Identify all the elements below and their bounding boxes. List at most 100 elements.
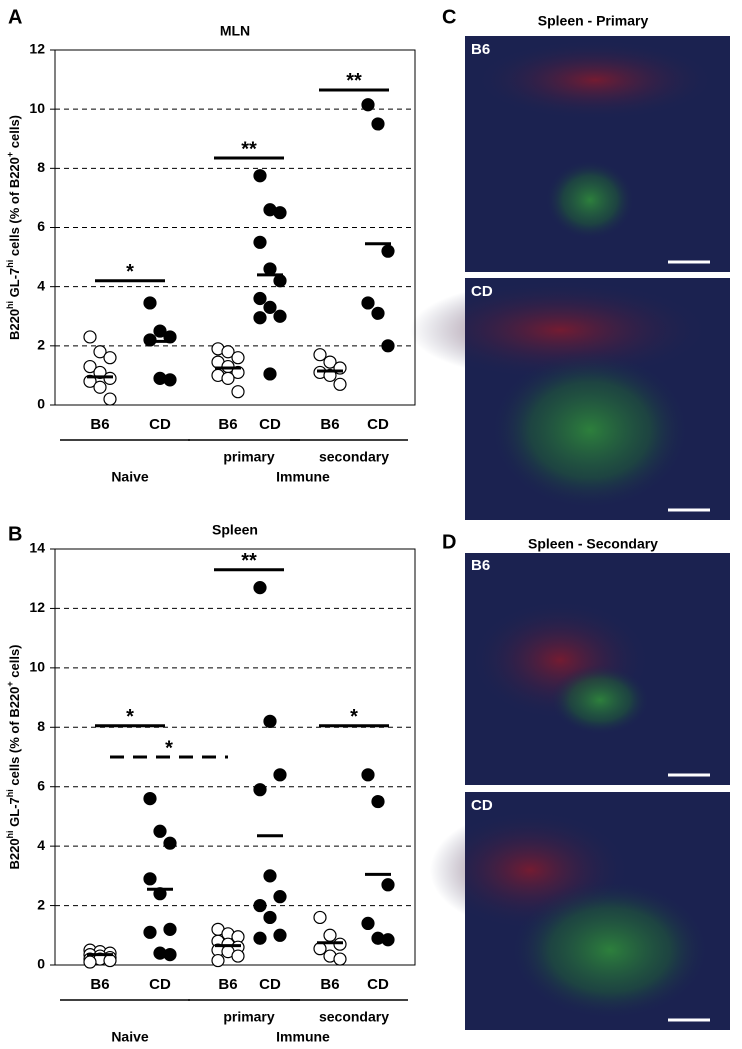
data-point [313, 348, 327, 362]
data-point [323, 355, 337, 369]
data-point [371, 306, 385, 320]
group-label: secondary [319, 449, 389, 465]
y-axis-label-part: B220 [7, 838, 22, 869]
y-tick-label: 8 [37, 718, 45, 734]
y-tick-label: 12 [29, 41, 45, 57]
data-point [273, 928, 287, 942]
x-tick-label: B6 [90, 416, 109, 433]
micrograph [465, 36, 730, 272]
y-tick-label: 8 [37, 159, 45, 175]
data-point [253, 235, 267, 249]
panel-label: D [442, 531, 456, 553]
y-axis-label-part: cells) [7, 115, 22, 152]
data-point [153, 324, 167, 338]
group-label: primary [223, 1009, 275, 1025]
data-point [333, 952, 347, 966]
data-point [231, 385, 245, 399]
plot-frame [54, 548, 416, 966]
data-point [83, 359, 97, 374]
data-point [253, 931, 267, 945]
data-point [313, 942, 327, 956]
data-point [263, 262, 277, 276]
data-point [143, 872, 157, 886]
y-tick-label: 2 [37, 337, 45, 353]
data-point [381, 244, 395, 258]
y-axis-label-part: GL-7 [7, 268, 22, 301]
y-tick-label: 10 [29, 100, 45, 116]
data-point [361, 98, 375, 112]
data-point [221, 371, 235, 385]
data-point [263, 869, 277, 883]
y-axis-label-part: + [5, 681, 15, 686]
y-tick-label: 6 [37, 218, 45, 234]
data-point [323, 928, 337, 942]
data-point [381, 878, 395, 892]
x-tick-label: CD [149, 976, 171, 993]
y-axis-label-part: hi [5, 260, 15, 268]
y-axis-label-part: hi [5, 789, 15, 797]
data-point [103, 392, 117, 406]
micrograph [430, 792, 730, 1030]
y-tick-label: 0 [37, 956, 45, 972]
y-axis-label: B220hi GL-7hi cells (% of B220+ cells) [5, 644, 22, 869]
y-axis-label-part: GL-7 [7, 797, 22, 830]
x-tick-label: CD [367, 416, 389, 433]
significance-label: ** [346, 70, 362, 92]
data-point [381, 933, 395, 947]
data-point [143, 296, 157, 310]
y-tick-label: 2 [37, 896, 45, 912]
data-point [163, 373, 177, 387]
y-tick-label: 14 [29, 540, 45, 556]
data-point [253, 898, 267, 913]
y-axis-label-part: + [5, 152, 15, 157]
data-point [263, 300, 277, 314]
data-point [253, 783, 267, 797]
plot-frame [54, 49, 416, 406]
chart-title: MLN [220, 23, 250, 39]
y-axis-label-part: hi [5, 301, 15, 309]
x-tick-label: CD [259, 976, 281, 993]
data-point [361, 768, 375, 782]
panel-label: B [8, 523, 22, 545]
group-label: secondary [319, 1009, 389, 1025]
panel-label: C [442, 6, 456, 28]
supergroup-label: Immune [276, 469, 330, 485]
image-title: Spleen - Secondary [528, 536, 658, 552]
data-point [371, 794, 385, 809]
y-tick-label: 6 [37, 777, 45, 793]
y-tick-label: 4 [37, 277, 45, 293]
y-tick-label: 0 [37, 396, 45, 412]
significance-label: * [165, 737, 173, 759]
data-point [93, 345, 107, 359]
significance-label: * [350, 706, 358, 728]
y-axis-label-part: cells (% of B220 [7, 687, 22, 790]
significance-label: ** [241, 550, 257, 572]
data-point [253, 581, 267, 595]
data-point [221, 345, 235, 359]
data-point [381, 339, 395, 353]
data-point [143, 925, 157, 939]
data-point [83, 330, 97, 344]
data-point [263, 367, 277, 381]
y-tick-label: 12 [29, 599, 45, 615]
data-point [163, 922, 177, 936]
x-tick-label: CD [149, 416, 171, 433]
panel-label: A [8, 6, 22, 28]
data-point [253, 291, 267, 306]
x-tick-label: B6 [320, 416, 339, 433]
data-point [163, 836, 177, 850]
micrograph [410, 278, 730, 520]
y-tick-label: 10 [29, 659, 45, 675]
image-label: B6 [471, 557, 490, 574]
data-point [273, 309, 287, 323]
data-point [143, 791, 157, 806]
group-label: Naive [111, 469, 149, 485]
chart-title: Spleen [212, 522, 258, 538]
data-point [231, 351, 245, 365]
micrograph [465, 553, 730, 785]
x-tick-label: B6 [320, 976, 339, 993]
data-point [361, 916, 375, 931]
data-point [273, 206, 287, 220]
supergroup-label: Immune [276, 1029, 330, 1045]
